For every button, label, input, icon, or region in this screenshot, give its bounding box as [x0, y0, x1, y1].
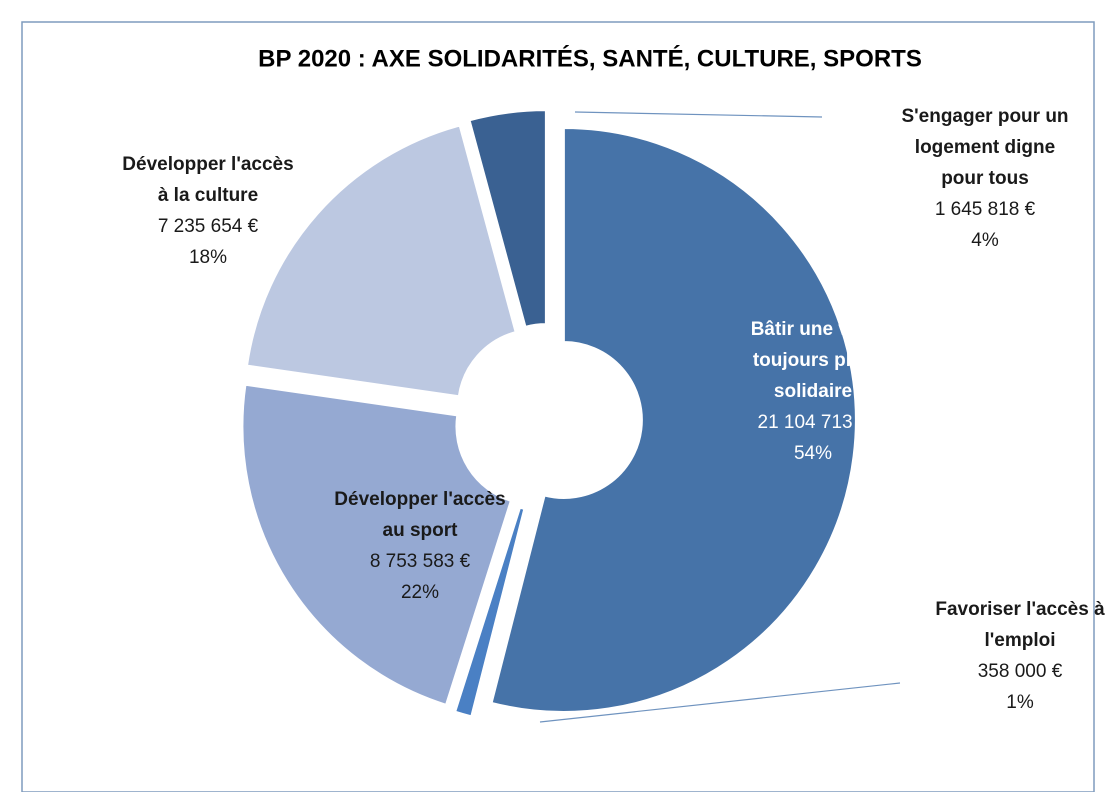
percent-label: 4%	[971, 230, 999, 251]
slice-label: pour tous	[941, 168, 1029, 189]
slice-label: Développer l'accès	[334, 489, 505, 510]
slice-label: à la culture	[158, 185, 258, 206]
pie-slice	[468, 109, 547, 329]
leader-line	[539, 682, 901, 723]
leader-line	[574, 111, 823, 118]
slice-label: solidaire	[774, 381, 852, 402]
value-label: 8 753 583 €	[370, 551, 471, 572]
slice-label: toujours plus	[753, 350, 873, 371]
value-label: 21 104 713 €	[758, 412, 869, 433]
value-label: 7 235 654 €	[158, 216, 259, 237]
pie-slice	[241, 383, 513, 707]
slice-label: Développer l'accès	[122, 154, 293, 175]
chart-title: BP 2020 : AXE SOLIDARITÉS, SANTÉ, CULTUR…	[258, 44, 922, 72]
slice-label: au sport	[383, 520, 459, 541]
value-label: 1 645 818 €	[935, 199, 1036, 220]
percent-label: 18%	[189, 247, 227, 268]
slice-label: l'emploi	[984, 630, 1055, 651]
slice-label: Favoriser l'accès à	[935, 599, 1105, 620]
slice-label: Bâtir une ville	[751, 319, 876, 340]
slice-label: S'engager pour un	[901, 106, 1068, 127]
value-label: 358 000 €	[978, 661, 1063, 682]
pie-slice	[453, 506, 526, 718]
percent-label: 22%	[401, 582, 439, 603]
pie-slice	[490, 126, 857, 713]
percent-label: 1%	[1006, 692, 1034, 713]
percent-label: 54%	[794, 443, 832, 464]
slice-label: logement digne	[915, 137, 1055, 158]
pie-slice	[245, 124, 517, 398]
